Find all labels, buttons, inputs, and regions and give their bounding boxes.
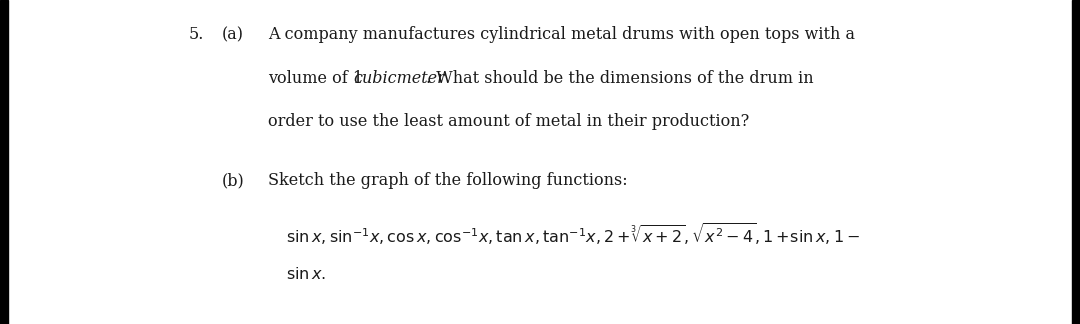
Text: $\sin x, \sin^{-1}\!x, \cos x, \cos^{-1}\!x, \tan x, \tan^{-1}\!x, 2+\!\sqrt[3]{: $\sin x, \sin^{-1}\!x, \cos x, \cos^{-1}… xyxy=(286,221,861,247)
Text: volume of 1: volume of 1 xyxy=(268,70,363,87)
Text: (b): (b) xyxy=(221,172,244,190)
Text: order to use the least amount of metal in their production?: order to use the least amount of metal i… xyxy=(268,113,750,130)
Text: (a): (a) xyxy=(221,26,243,43)
Text: cubicmeter: cubicmeter xyxy=(354,70,445,87)
Bar xyxy=(1072,0,1080,324)
Text: $\sin x.$: $\sin x.$ xyxy=(286,266,326,283)
Text: Sketch the graph of the following functions:: Sketch the graph of the following functi… xyxy=(268,172,627,190)
Bar xyxy=(0,0,8,324)
Text: . What should be the dimensions of the drum in: . What should be the dimensions of the d… xyxy=(426,70,813,87)
Text: A company manufactures cylindrical metal drums with open tops with a: A company manufactures cylindrical metal… xyxy=(268,26,855,43)
Text: 5.: 5. xyxy=(189,26,204,43)
